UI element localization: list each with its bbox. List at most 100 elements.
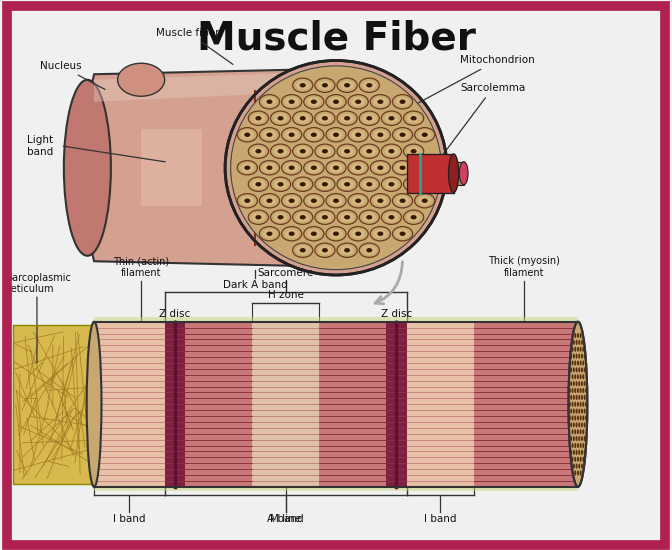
Text: Mitochondrion: Mitochondrion (392, 55, 535, 117)
Ellipse shape (574, 402, 576, 407)
Ellipse shape (377, 166, 383, 170)
Ellipse shape (249, 210, 268, 224)
Ellipse shape (577, 374, 579, 379)
Ellipse shape (274, 212, 288, 222)
Ellipse shape (460, 162, 468, 185)
Polygon shape (141, 129, 202, 206)
Ellipse shape (322, 248, 328, 252)
Ellipse shape (392, 227, 413, 241)
Ellipse shape (318, 246, 332, 255)
Ellipse shape (382, 177, 401, 191)
Ellipse shape (310, 232, 317, 236)
Ellipse shape (407, 212, 421, 222)
Ellipse shape (255, 182, 261, 186)
Ellipse shape (259, 227, 280, 241)
Ellipse shape (574, 360, 576, 366)
Ellipse shape (304, 227, 324, 241)
Ellipse shape (359, 78, 379, 92)
Ellipse shape (322, 149, 328, 153)
Ellipse shape (579, 402, 581, 407)
Ellipse shape (282, 194, 302, 208)
Ellipse shape (266, 100, 273, 104)
Ellipse shape (270, 111, 290, 125)
Ellipse shape (370, 227, 390, 241)
Ellipse shape (569, 322, 587, 487)
Ellipse shape (377, 133, 383, 137)
Ellipse shape (340, 80, 353, 90)
Ellipse shape (300, 83, 306, 87)
Ellipse shape (322, 182, 328, 186)
Ellipse shape (274, 114, 288, 123)
Text: Sarcolemma: Sarcolemma (443, 82, 526, 155)
Ellipse shape (359, 210, 379, 224)
Ellipse shape (570, 436, 572, 441)
Ellipse shape (573, 409, 575, 414)
Ellipse shape (582, 374, 585, 379)
Ellipse shape (399, 166, 405, 170)
Ellipse shape (578, 367, 581, 372)
Polygon shape (386, 322, 407, 487)
Ellipse shape (582, 456, 585, 462)
Ellipse shape (573, 450, 575, 455)
Ellipse shape (278, 149, 284, 153)
Ellipse shape (366, 182, 372, 186)
Ellipse shape (374, 130, 387, 140)
Ellipse shape (583, 381, 585, 386)
Ellipse shape (575, 464, 578, 469)
Ellipse shape (570, 381, 572, 386)
Ellipse shape (326, 95, 346, 109)
Ellipse shape (340, 146, 353, 156)
Ellipse shape (259, 194, 280, 208)
Ellipse shape (270, 144, 290, 158)
Text: A band: A band (267, 514, 304, 524)
Ellipse shape (581, 381, 583, 386)
Ellipse shape (307, 97, 321, 107)
Polygon shape (94, 72, 336, 102)
Ellipse shape (230, 66, 442, 270)
Ellipse shape (293, 177, 312, 191)
Ellipse shape (314, 111, 335, 125)
Ellipse shape (573, 367, 575, 372)
Ellipse shape (241, 196, 254, 206)
Ellipse shape (575, 340, 578, 345)
Ellipse shape (333, 232, 339, 236)
Ellipse shape (285, 130, 298, 140)
Ellipse shape (582, 415, 585, 421)
Ellipse shape (392, 95, 413, 109)
Ellipse shape (585, 415, 587, 421)
Ellipse shape (407, 146, 421, 156)
Ellipse shape (415, 161, 435, 175)
Ellipse shape (370, 161, 390, 175)
Ellipse shape (314, 210, 335, 224)
Ellipse shape (571, 360, 574, 366)
Ellipse shape (388, 149, 394, 153)
Ellipse shape (225, 60, 447, 275)
Text: Z disc: Z disc (159, 309, 190, 319)
Ellipse shape (396, 163, 409, 173)
Ellipse shape (382, 144, 401, 158)
Text: Muscle Fiber: Muscle Fiber (197, 19, 475, 57)
Ellipse shape (448, 154, 458, 192)
Ellipse shape (388, 215, 394, 219)
Ellipse shape (282, 161, 302, 175)
Ellipse shape (585, 402, 587, 407)
Ellipse shape (355, 199, 362, 203)
Ellipse shape (384, 146, 398, 156)
Ellipse shape (407, 180, 421, 189)
Ellipse shape (577, 443, 579, 448)
Ellipse shape (366, 116, 372, 120)
Ellipse shape (573, 422, 575, 427)
Ellipse shape (581, 354, 583, 359)
Ellipse shape (237, 128, 257, 142)
Ellipse shape (259, 95, 280, 109)
Ellipse shape (255, 215, 261, 219)
Ellipse shape (359, 177, 379, 191)
Ellipse shape (322, 83, 328, 87)
Ellipse shape (583, 422, 585, 427)
Ellipse shape (355, 232, 362, 236)
Ellipse shape (310, 166, 317, 170)
Ellipse shape (359, 111, 379, 125)
Ellipse shape (578, 422, 581, 427)
Ellipse shape (326, 161, 346, 175)
Text: Thick (myosin)
filament: Thick (myosin) filament (489, 256, 560, 278)
